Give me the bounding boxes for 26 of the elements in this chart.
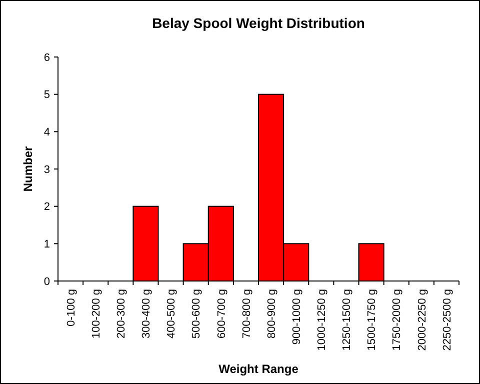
x-tick-label: 900-1000 g <box>290 289 303 345</box>
y-tick-label: 3 <box>44 164 50 176</box>
x-tick-label: 2250-2500 g <box>441 289 454 351</box>
x-axis-title: Weight Range <box>218 362 299 376</box>
y-tick-label: 4 <box>44 126 50 139</box>
x-tick-label: 300-400 g <box>140 289 153 339</box>
chart-title: Belay Spool Weight Distribution <box>152 15 365 31</box>
x-tick-label: 500-600 g <box>190 289 203 339</box>
x-tick-label: 700-800 g <box>240 289 253 339</box>
x-tick-label: 1750-2000 g <box>391 289 404 351</box>
y-tick-label: 6 <box>44 52 50 64</box>
y-tick-label: 0 <box>44 276 50 288</box>
x-tick-label: 1500-1750 g <box>366 289 378 351</box>
x-tick-label: 0-100 g <box>65 289 78 326</box>
y-tick-label: 5 <box>44 89 50 102</box>
x-tick-label: 2000-2250 g <box>416 289 428 351</box>
x-tick-label: 200-300 g <box>116 289 128 339</box>
x-tick-label: 100-200 g <box>90 289 102 339</box>
y-tick-label: 2 <box>44 201 50 214</box>
y-axis-title: Number <box>21 146 35 192</box>
x-tick-label: 1250-1500 g <box>341 289 354 351</box>
x-tick-label: 1000-1250 g <box>316 289 328 351</box>
x-tick-label: 600-700 g <box>216 289 228 339</box>
x-tick-label: 400-500 g <box>166 289 178 339</box>
y-tick-label: 1 <box>44 238 50 251</box>
x-tick-label: 800-900 g <box>266 289 278 339</box>
